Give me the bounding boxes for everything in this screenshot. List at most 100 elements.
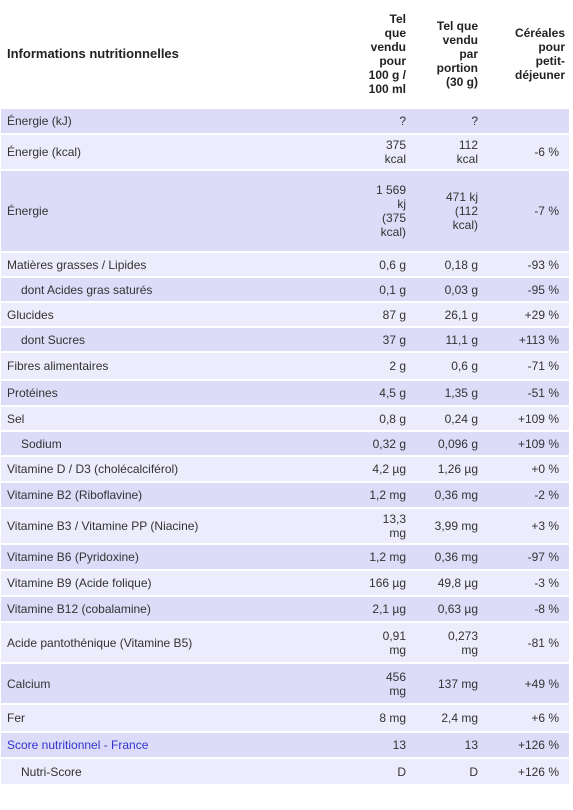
value-per-100g: 0,91 mg <box>348 621 410 663</box>
value-comparison: +29 % <box>482 301 569 327</box>
header-comparison: Céréales pour petit- déjeuner <box>514 25 565 82</box>
row-label: Sodium <box>1 430 348 456</box>
row-label: Énergie (kcal) <box>1 133 348 170</box>
value-per-100g: D <box>348 757 410 784</box>
row-label: Vitamine D / D3 (cholécalciférol) <box>1 455 348 482</box>
value-comparison: +126 % <box>482 757 569 784</box>
value-per-portion: 13 <box>410 731 482 758</box>
value-per-portion: 137 mg <box>410 662 482 704</box>
value-comparison: +109 % <box>482 405 569 431</box>
value-per-portion: 0,24 g <box>410 405 482 431</box>
value-comparison: -93 % <box>482 251 569 277</box>
table-row: Vitamine B6 (Pyridoxine) 1,2 mg 0,36 mg … <box>1 543 569 570</box>
row-label: Énergie (kJ) <box>1 107 348 134</box>
row-label: Vitamine B12 (cobalamine) <box>1 595 348 622</box>
value-per-100g: 1,2 mg <box>348 481 410 508</box>
value-per-portion: 0,36 mg <box>410 543 482 570</box>
value-comparison: +0 % <box>482 455 569 482</box>
row-label: Vitamine B2 (Riboflavine) <box>1 481 348 508</box>
row-label: Fibres alimentaires <box>1 351 348 380</box>
value-per-portion: 0,18 g <box>410 251 482 277</box>
table-row: Vitamine B9 (Acide folique) 166 µg 49,8 … <box>1 569 569 596</box>
table-row: Glucides 87 g 26,1 g +29 % <box>1 301 569 327</box>
value-per-portion: 26,1 g <box>410 301 482 327</box>
value-per-100g: 87 g <box>348 301 410 327</box>
table-row: Protéines 4,5 g 1,35 g -51 % <box>1 379 569 406</box>
value-comparison: -51 % <box>482 379 569 406</box>
row-label: Sel <box>1 405 348 431</box>
value-comparison: +3 % <box>482 507 569 544</box>
value-per-100g: 2,1 µg <box>348 595 410 622</box>
value-per-100g: 37 g <box>348 326 410 352</box>
value-per-portion: 0,36 mg <box>410 481 482 508</box>
table-row: Vitamine B2 (Riboflavine) 1,2 mg 0,36 mg… <box>1 481 569 508</box>
value-per-portion: 471 kj (112 kcal) <box>410 169 482 252</box>
value-comparison: -6 % <box>482 133 569 170</box>
value-per-100g: ? <box>348 107 410 134</box>
value-per-portion: ? <box>410 107 482 134</box>
value-per-100g: 166 µg <box>348 569 410 596</box>
row-label: Vitamine B6 (Pyridoxine) <box>1 543 348 570</box>
table-row: Vitamine D / D3 (cholécalciférol) 4,2 µg… <box>1 455 569 482</box>
table-row: Vitamine B3 / Vitamine PP (Niacine) 13,3… <box>1 507 569 544</box>
header-row: Informations nutritionnelles Tel que ven… <box>1 0 569 108</box>
table-row: Énergie (kJ) ? ? <box>1 107 569 134</box>
value-per-100g: 0,32 g <box>348 430 410 456</box>
table-row: Nutri-Score D D +126 % <box>1 757 569 784</box>
table-row: Vitamine B12 (cobalamine) 2,1 µg 0,63 µg… <box>1 595 569 622</box>
row-label: dont Sucres <box>1 326 348 352</box>
row-label: Protéines <box>1 379 348 406</box>
table-row: Score nutritionnel - France 13 13 +126 % <box>1 731 569 758</box>
value-comparison: -7 % <box>482 169 569 252</box>
table-row: Sodium 0,32 g 0,096 g +109 % <box>1 430 569 456</box>
row-label: dont Acides gras saturés <box>1 276 348 302</box>
value-per-100g: 0,8 g <box>348 405 410 431</box>
score-nutritionnel-link[interactable]: Score nutritionnel - France <box>7 738 149 752</box>
value-per-portion: 0,63 µg <box>410 595 482 622</box>
value-comparison: +113 % <box>482 326 569 352</box>
value-comparison <box>482 107 569 134</box>
value-comparison: -8 % <box>482 595 569 622</box>
table-row: dont Sucres 37 g 11,1 g +113 % <box>1 326 569 352</box>
value-comparison: -3 % <box>482 569 569 596</box>
row-label: Calcium <box>1 662 348 704</box>
value-per-100g: 0,6 g <box>348 251 410 277</box>
value-per-portion: 0,096 g <box>410 430 482 456</box>
table-row: Acide pantothénique (Vitamine B5) 0,91 mg… <box>1 621 569 663</box>
row-label: Vitamine B3 / Vitamine PP (Niacine) <box>1 507 348 544</box>
value-comparison: +126 % <box>482 731 569 758</box>
value-comparison: -81 % <box>482 621 569 663</box>
value-per-100g: 2 g <box>348 351 410 380</box>
value-comparison: +6 % <box>482 703 569 732</box>
value-comparison: +109 % <box>482 430 569 456</box>
table-row: Sel 0,8 g 0,24 g +109 % <box>1 405 569 431</box>
row-label: Score nutritionnel - France <box>1 731 348 758</box>
table-row: Fibres alimentaires 2 g 0,6 g -71 % <box>1 351 569 380</box>
table-row: Fer 8 mg 2,4 mg +6 % <box>1 703 569 732</box>
value-comparison: -71 % <box>482 351 569 380</box>
nutrition-table: Informations nutritionnelles Tel que ven… <box>1 0 569 784</box>
value-per-portion: 1,35 g <box>410 379 482 406</box>
value-comparison: -2 % <box>482 481 569 508</box>
value-per-portion: 1,26 µg <box>410 455 482 482</box>
value-per-100g: 4,2 µg <box>348 455 410 482</box>
value-per-100g: 375 kcal <box>348 133 410 170</box>
row-label: Fer <box>1 703 348 732</box>
value-per-portion: 2,4 mg <box>410 703 482 732</box>
value-per-100g: 13,3 mg <box>348 507 410 544</box>
value-comparison: +49 % <box>482 662 569 704</box>
table-row: Matières grasses / Lipides 0,6 g 0,18 g … <box>1 251 569 277</box>
row-label: Acide pantothénique (Vitamine B5) <box>1 621 348 663</box>
header-label: Informations nutritionnelles <box>7 45 179 61</box>
value-per-portion: 0,03 g <box>410 276 482 302</box>
table-row: dont Acides gras saturés 0,1 g 0,03 g -9… <box>1 276 569 302</box>
value-comparison: -95 % <box>482 276 569 302</box>
row-label: Énergie <box>1 169 348 252</box>
row-label: Vitamine B9 (Acide folique) <box>1 569 348 596</box>
value-per-100g: 13 <box>348 731 410 758</box>
value-per-portion: 3,99 mg <box>410 507 482 544</box>
value-per-portion: 112 kcal <box>410 133 482 170</box>
value-per-100g: 1,2 mg <box>348 543 410 570</box>
row-label: Matières grasses / Lipides <box>1 251 348 277</box>
value-per-portion: 49,8 µg <box>410 569 482 596</box>
